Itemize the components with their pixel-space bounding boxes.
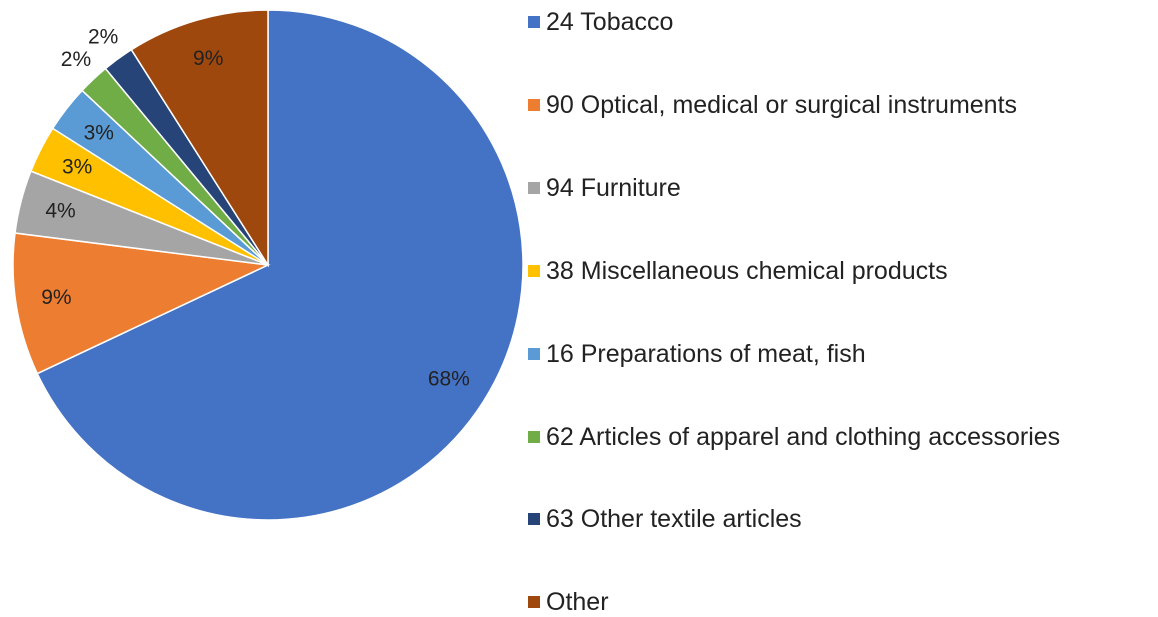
legend-label: Other — [546, 588, 609, 617]
legend-label: 62 Articles of apparel and clothing acce… — [546, 422, 1061, 451]
legend-label: 90 Optical, medical or surgical instrume… — [546, 90, 1018, 119]
legend-item: 38 Miscellaneous chemical products — [528, 254, 948, 288]
data-label: 4% — [45, 199, 75, 222]
legend-label: 24 Tobacco — [546, 8, 674, 36]
legend-swatch — [528, 347, 540, 360]
data-label: 3% — [62, 155, 92, 178]
legend-swatch — [528, 264, 540, 277]
legend-item: 63 Other textile articles — [528, 502, 802, 536]
legend-swatch — [528, 16, 540, 28]
legend-item: 94 Furniture — [528, 171, 681, 205]
data-label: 9% — [41, 286, 71, 309]
legend-item: 24 Tobacco — [528, 5, 673, 39]
legend-item: 90 Optical, medical or surgical instrume… — [528, 88, 1017, 122]
legend-item: 62 Articles of apparel and clothing acce… — [528, 420, 1060, 454]
legend-label: 94 Furniture — [546, 173, 681, 202]
legend-label: 16 Preparations of meat, fish — [546, 339, 866, 368]
legend-label: 38 Miscellaneous chemical products — [546, 256, 948, 285]
data-label: 2% — [88, 26, 118, 49]
legend-swatch — [528, 181, 540, 194]
pie-area: 68% 9% 4% 3% 3% 2%2% 9% — [12, 9, 524, 521]
data-label: 2% — [61, 48, 91, 71]
pie-slice — [36, 9, 524, 521]
data-label: 68% — [428, 367, 470, 390]
data-label: 9% — [193, 47, 223, 70]
pie-slice — [12, 232, 271, 375]
legend-swatch — [528, 596, 540, 609]
legend-label: 63 Other textile articles — [546, 505, 802, 534]
data-label: 3% — [84, 121, 114, 144]
pie-slice — [130, 9, 269, 268]
legend-swatch — [528, 513, 540, 526]
legend-swatch — [528, 430, 540, 443]
legend-swatch — [528, 98, 540, 111]
legend-item: Other — [528, 585, 609, 617]
legend-item: 16 Preparations of meat, fish — [528, 337, 866, 371]
